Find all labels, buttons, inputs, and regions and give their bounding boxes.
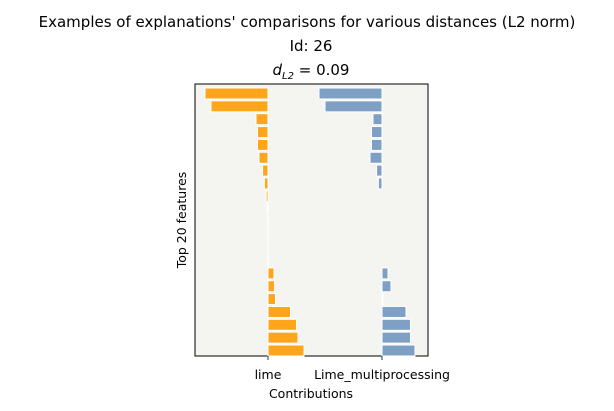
- bar-lime-1: [204, 87, 269, 100]
- bar-lime-3: [255, 113, 269, 126]
- bar-lime-multiprocessing-19: [381, 318, 411, 331]
- bar-lime-17: [267, 293, 276, 306]
- bar-lime-multiprocessing-7: [376, 164, 383, 177]
- bar-lime-multiprocessing-20: [381, 331, 411, 344]
- bars-group: [204, 87, 416, 357]
- bar-lime-multiprocessing-21: [381, 344, 416, 357]
- x-tick-label-lime-multiprocessing: Lime_multiprocessing: [314, 367, 450, 382]
- bar-lime-multiprocessing-18: [381, 305, 407, 318]
- chart-title-distance: dL2 = 0.09: [273, 61, 350, 82]
- bar-lime-4: [257, 126, 269, 139]
- bar-lime-multiprocessing-5: [371, 138, 383, 151]
- bar-lime-18: [267, 305, 291, 318]
- bar-lime-6: [258, 151, 269, 164]
- bar-lime-multiprocessing-3: [372, 113, 383, 126]
- bar-lime-7: [262, 164, 269, 177]
- bar-lime-multiprocessing-2: [324, 100, 383, 113]
- bar-lime-multiprocessing-6: [369, 151, 383, 164]
- bar-lime-2: [210, 100, 269, 113]
- bar-lime-10: [266, 203, 269, 216]
- bar-lime-19: [267, 318, 297, 331]
- figure-suptitle: Examples of explanations' comparisons fo…: [39, 13, 576, 31]
- bar-lime-multiprocessing-4: [371, 126, 383, 139]
- bar-lime-multiprocessing-16: [381, 280, 392, 293]
- x-axis-label: Contributions: [269, 386, 353, 401]
- bar-lime-multiprocessing-15: [381, 267, 389, 280]
- bar-lime-21: [267, 344, 305, 357]
- bar-lime-5: [257, 138, 269, 151]
- x-tick-label-lime: lime: [255, 367, 282, 382]
- bar-lime-15: [267, 267, 275, 280]
- bar-lime-20: [267, 331, 299, 344]
- bar-lime-16: [267, 280, 276, 293]
- chart-title-id: Id: 26: [290, 37, 333, 55]
- distance-symbol: d: [273, 61, 283, 79]
- bar-lime-multiprocessing-8: [377, 177, 383, 190]
- bar-lime-9: [265, 190, 269, 203]
- bar-lime-8: [263, 177, 269, 190]
- bar-lime-multiprocessing-17: [381, 293, 384, 306]
- distance-subscript: L2: [282, 71, 294, 82]
- distance-value: = 0.09: [294, 61, 350, 79]
- bar-lime-multiprocessing-1: [318, 87, 383, 100]
- y-axis-label: Top 20 features: [174, 172, 189, 270]
